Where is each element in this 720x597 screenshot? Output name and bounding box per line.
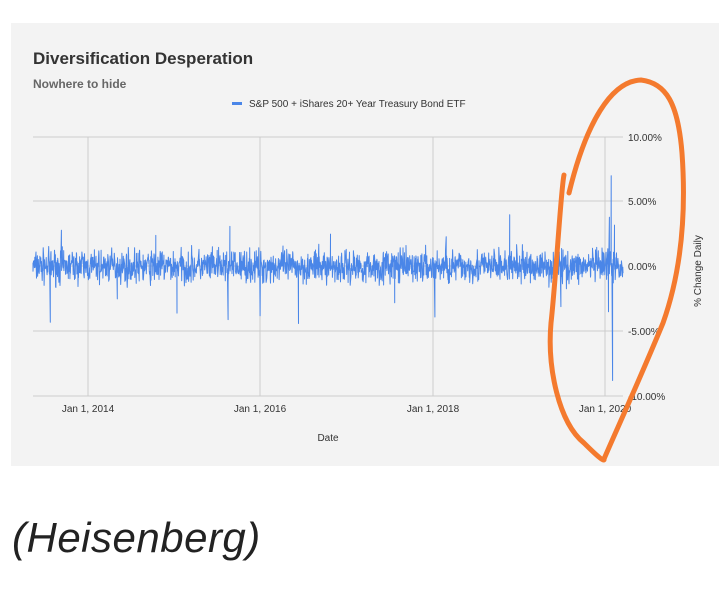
legend: S&P 500 + iShares 20+ Year Treasury Bond… [232, 99, 466, 110]
annotation-circle [547, 77, 686, 463]
y-tick-labels: 10.00% 5.00% 0.00% -5.00% -10.00% [628, 133, 665, 403]
legend-swatch [232, 102, 242, 105]
y-tick-label: -10.00% [628, 392, 665, 403]
x-tick-label: Jan 1, 2020 [579, 404, 632, 415]
x-tick-labels: Jan 1, 2014 Jan 1, 2016 Jan 1, 2018 Jan … [62, 404, 632, 415]
x-axis-label: Date [317, 433, 339, 444]
chart-title: Diversification Desperation [33, 49, 253, 68]
legend-label: S&P 500 + iShares 20+ Year Treasury Bond… [249, 99, 466, 110]
y-axis-label: % Change Daily [693, 235, 704, 307]
caption: (Heisenberg) [12, 514, 261, 561]
chart-subtitle: Nowhere to hide [33, 77, 127, 91]
series-line [32, 175, 624, 381]
y-tick-label: -5.00% [628, 327, 660, 338]
y-tick-label: 5.00% [628, 197, 656, 208]
y-tick-label: 0.00% [628, 262, 656, 273]
x-tick-label: Jan 1, 2014 [62, 404, 115, 415]
chart-svg: Diversification Desperation Nowhere to h… [32, 49, 704, 463]
chart-panel: Diversification Desperation Nowhere to h… [11, 23, 719, 466]
y-tick-label: 10.00% [628, 133, 662, 144]
x-tick-label: Jan 1, 2018 [407, 404, 460, 415]
x-tick-label: Jan 1, 2016 [234, 404, 287, 415]
